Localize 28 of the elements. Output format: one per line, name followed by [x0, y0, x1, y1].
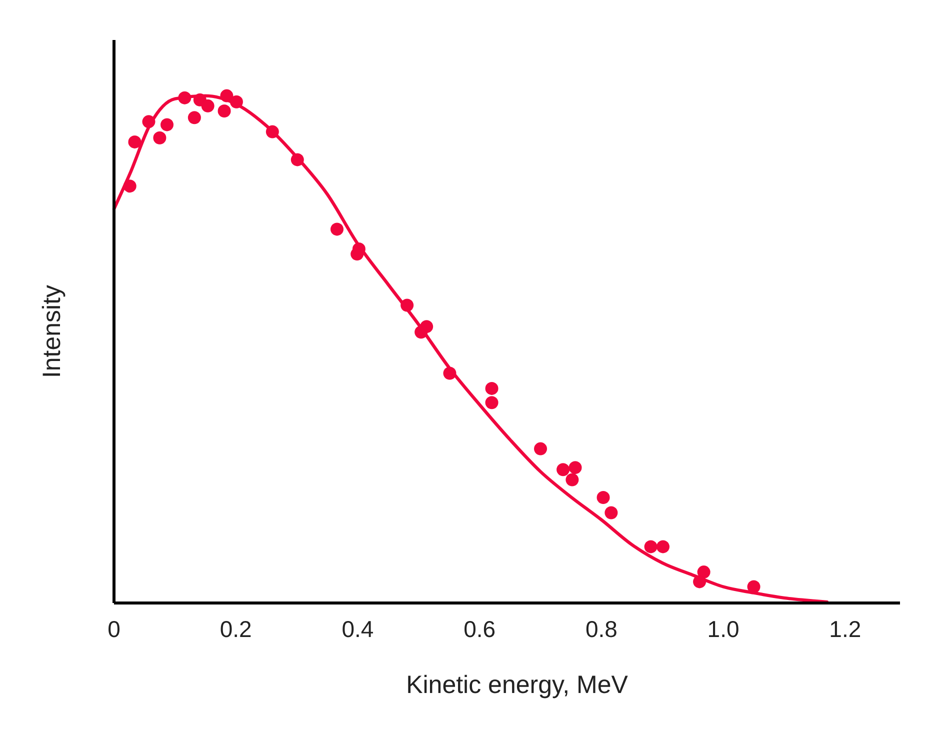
point	[485, 396, 498, 410]
point	[128, 135, 142, 148]
point	[188, 111, 201, 124]
x-axis-title: Kinetic energy, MeV	[406, 671, 628, 699]
point	[656, 540, 670, 554]
x-tick-label: 0.6	[464, 616, 496, 642]
point	[330, 222, 344, 236]
x-tick-label: 0.2	[220, 616, 252, 642]
y-axis-title: Intensity	[38, 284, 66, 378]
point	[201, 99, 214, 112]
x-tick-label: 1.2	[829, 616, 862, 642]
point	[604, 506, 618, 520]
point	[160, 118, 174, 132]
x-tick-label: 1.0	[707, 616, 740, 642]
point	[485, 382, 498, 395]
x-tick-label: 0	[108, 616, 120, 642]
x-tick-label: 0.4	[342, 616, 374, 642]
point	[644, 540, 658, 554]
point	[697, 566, 710, 579]
point	[596, 491, 610, 504]
point	[350, 248, 364, 261]
point	[566, 473, 579, 486]
x-tick-label: 0.8	[585, 616, 618, 642]
point	[568, 461, 582, 474]
point	[534, 442, 548, 456]
point	[556, 463, 570, 476]
point	[153, 131, 166, 144]
point	[218, 104, 231, 118]
